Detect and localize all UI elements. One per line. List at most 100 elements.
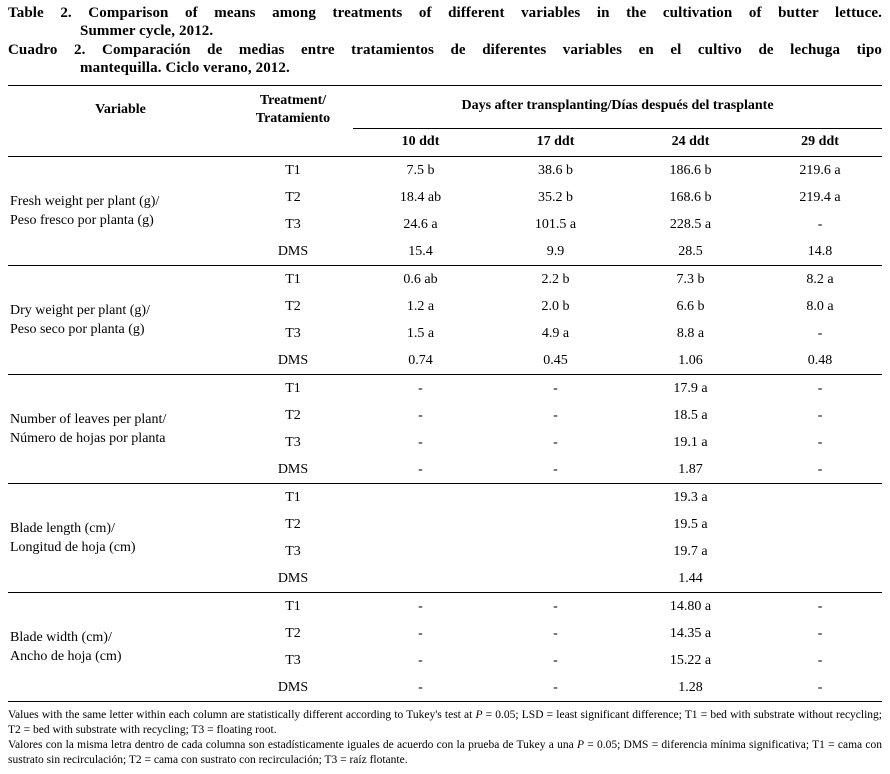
variable-label: Dry weight per plant (g)/Peso seco por p…: [10, 302, 150, 337]
value-cell: 17.9 a: [673, 380, 708, 396]
value-cell: 2.0 b: [541, 298, 570, 314]
footnote-english-text: Values with the same letter within each …: [8, 708, 476, 721]
header-spacer: [233, 128, 353, 157]
value-cell: 4.9 a: [541, 325, 570, 341]
footnote-spanish: Valores con la misma letra dentro de cad…: [8, 738, 882, 768]
value-cell: -: [817, 652, 823, 668]
table-row: T2 - - 14.35 a -: [8, 620, 882, 647]
value-cell: 6.6 b: [676, 298, 705, 314]
comparison-table: Variable Treatment/Tratamiento Days afte…: [8, 85, 883, 702]
treatment-label: DMS: [277, 243, 309, 259]
value-cell: 14.80 a: [669, 598, 712, 614]
value-cell: 1.44: [678, 570, 703, 586]
value-cell: 8.8 a: [676, 325, 705, 341]
value-cell: 19.1 a: [673, 434, 708, 450]
table-row: Number of leaves per plant/Número de hoj…: [8, 374, 882, 446]
table-row: T3 - - 15.22 a -: [8, 647, 882, 674]
header-row-top: Variable Treatment/Tratamiento Days afte…: [8, 85, 883, 129]
value-cell: 1.28: [678, 679, 703, 695]
value-cell: -: [817, 598, 823, 614]
table-row: DMS 15.4 9.9 28.5 14.8: [8, 238, 882, 266]
variable-label: Blade width (cm)/Ancho de hoja (cm): [10, 629, 122, 664]
value-cell: 0.45: [543, 352, 568, 368]
value-cell: 0.6 ab: [403, 271, 438, 287]
value-cell: 24.6 a: [403, 216, 438, 232]
value-cell: 219.6 a: [799, 162, 841, 178]
header-row-subcolumns: 10 ddt 17 ddt 24 ddt 29 ddt: [8, 128, 883, 157]
title-spanish-line2: mantequilla. Ciclo verano, 2012.: [80, 59, 290, 76]
value-cell: -: [418, 407, 423, 423]
value-cell: 0.74: [408, 352, 433, 368]
value-cell: 14.8: [807, 243, 833, 259]
value-cell: -: [817, 625, 823, 641]
value-cell: -: [553, 380, 558, 396]
value-cell: 219.4 a: [799, 189, 841, 205]
table-row: T2 19.5 a: [8, 511, 882, 538]
table-row: T3 1.5 a 4.9 a 8.8 a -: [8, 320, 882, 347]
table-row: T3 - - 19.1 a -: [8, 429, 882, 456]
header-spacer: [8, 128, 233, 157]
value-cell: [758, 511, 882, 538]
value-cell: 8.2 a: [806, 271, 834, 287]
footnote-english: Values with the same letter within each …: [8, 708, 882, 738]
value-cell: -: [418, 461, 423, 477]
title-spanish-line1: Cuadro 2. Comparación de medias entre tr…: [8, 42, 882, 58]
value-cell: 18.5 a: [673, 407, 708, 423]
value-cell: -: [553, 625, 558, 641]
value-cell: 8.0 a: [806, 298, 834, 314]
variable-label: Blade length (cm)/Longitud de hoja (cm): [10, 520, 136, 555]
subcolumn-header-24ddt: 24 ddt: [623, 128, 758, 157]
value-cell: -: [553, 407, 558, 423]
table-row: DMS 1.44: [8, 565, 882, 593]
treatment-label: DMS: [277, 461, 309, 477]
column-header-variable: Variable: [95, 102, 146, 117]
value-cell: -: [817, 216, 823, 232]
value-cell: -: [817, 461, 823, 477]
value-cell: 28.5: [678, 243, 703, 259]
footnote-spanish-text: Valores con la misma letra dentro de cad…: [8, 738, 577, 751]
value-cell: 15.22 a: [669, 652, 712, 668]
value-cell: 19.3 a: [673, 489, 708, 505]
treatment-label: T2: [285, 407, 301, 423]
table-row: Blade width (cm)/Ancho de hoja (cm) T1 - - 1…: [8, 592, 882, 664]
value-cell: -: [418, 652, 423, 668]
value-cell: 1.87: [678, 461, 703, 477]
value-cell: -: [553, 598, 558, 614]
variable-label: Fresh weight per plant (g)/Peso fresco p…: [10, 193, 160, 228]
treatment-label: T2: [285, 516, 301, 532]
treatment-label: DMS: [277, 679, 309, 695]
subcolumn-header-17ddt: 17 ddt: [488, 128, 623, 157]
footnote-spanish-p-symbol: P: [576, 738, 584, 751]
treatment-label: T2: [285, 298, 301, 314]
treatment-label: T3: [285, 543, 301, 559]
value-cell: 19.7 a: [673, 543, 708, 559]
variable-group: Blade length (cm)/Longitud de hoja (cm) T…: [8, 483, 883, 593]
value-cell: -: [817, 407, 823, 423]
value-cell: 168.6 b: [669, 189, 712, 205]
column-header-treatment: Treatment/Tratamiento: [233, 86, 353, 129]
value-cell: [488, 538, 623, 565]
treatment-label: T3: [285, 325, 301, 341]
value-cell: 18.4 ab: [399, 189, 442, 205]
value-cell: 38.6 b: [538, 162, 573, 178]
table-row: T2 18.4 ab 35.2 b 168.6 b 219.4 a: [8, 184, 882, 211]
variable-group: Blade width (cm)/Ancho de hoja (cm) T1 - - 1…: [8, 592, 883, 701]
table-row: DMS - - 1.87 -: [8, 456, 882, 484]
footnote-english-p-symbol: P: [475, 708, 483, 721]
value-cell: 7.5 b: [406, 162, 435, 178]
value-cell: -: [553, 434, 558, 450]
value-cell: 1.06: [678, 352, 703, 368]
variable-group: Dry weight per plant (g)/Peso seco por p…: [8, 265, 883, 374]
title-english-line2: Summer cycle, 2012.: [80, 22, 214, 39]
table-row: T2 - - 18.5 a -: [8, 402, 882, 429]
value-cell: [758, 565, 882, 593]
treatment-label: T3: [285, 216, 301, 232]
value-cell: 1.2 a: [406, 298, 435, 314]
value-cell: [758, 538, 882, 565]
value-cell: 19.5 a: [673, 516, 708, 532]
table-row: T3 19.7 a: [8, 538, 882, 565]
column-header-days-after-transplanting: Days after transplanting/Días después de…: [353, 85, 883, 129]
table-row: Blade length (cm)/Longitud de hoja (cm) T…: [8, 483, 882, 555]
value-cell: -: [553, 461, 558, 477]
